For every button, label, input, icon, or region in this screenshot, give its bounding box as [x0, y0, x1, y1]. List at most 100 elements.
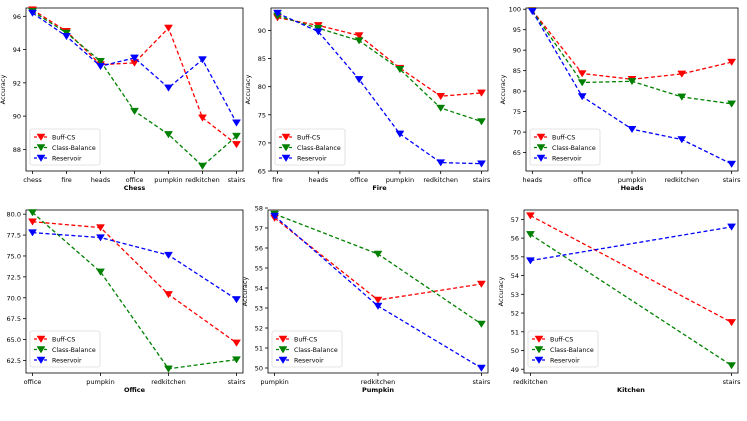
- subplot-title: Fire: [372, 184, 387, 192]
- legend-entry: Buff-CS: [550, 336, 573, 343]
- data-point: [627, 125, 637, 134]
- data-point: [232, 132, 241, 140]
- data-point: [164, 131, 173, 139]
- y-tick-label: 53: [255, 305, 263, 313]
- y-tick-label: 65.0: [7, 336, 21, 344]
- y-tick-label: 56: [255, 245, 263, 253]
- data-point: [727, 58, 737, 66]
- data-point: [727, 100, 737, 108]
- series-line-class-balance: [530, 233, 732, 367]
- y-tick-label: 54: [511, 272, 519, 280]
- data-point: [232, 356, 241, 364]
- data-point: [130, 107, 139, 115]
- y-tick-label: 70: [258, 139, 266, 147]
- x-tick-label: pumpkin: [86, 378, 114, 386]
- x-tick-label: stairs: [473, 378, 491, 386]
- series-line-class-balance: [32, 212, 237, 370]
- subplot-title: Chess: [124, 184, 146, 192]
- y-tick-label: 65: [513, 149, 521, 157]
- y-tick-label: 75: [258, 111, 266, 119]
- x-tick-label: redkitchen: [185, 176, 220, 184]
- legend-entry: Class-Balance: [52, 347, 96, 354]
- x-tick-label: redkitchen: [513, 378, 548, 386]
- x-tick-label: heads: [308, 176, 328, 184]
- legend-entry: Class-Balance: [52, 145, 96, 152]
- data-point: [198, 56, 207, 64]
- data-point: [28, 9, 37, 17]
- legend-entry: Reservoir: [550, 357, 580, 364]
- y-tick-label: 96: [13, 13, 21, 21]
- subplot-pumpkin: 50 51 52 53 54 55 56 57 58 pumpkin redkitchen stair…: [241, 205, 491, 395]
- y-tick-label: 56: [511, 235, 519, 243]
- legend-marker: [278, 346, 288, 354]
- data-point: [130, 54, 139, 62]
- y-tick-label: 51: [255, 345, 263, 353]
- data-point: [477, 89, 486, 97]
- data-point: [232, 119, 241, 127]
- data-point: [577, 70, 587, 78]
- y-tick-label: 53: [511, 291, 519, 299]
- y-tick-label: 75: [513, 108, 521, 116]
- data-point: [727, 319, 737, 327]
- x-tick-label: pumpkin: [618, 176, 646, 184]
- data-point: [96, 62, 105, 71]
- y-axis-label: Accuracy: [241, 277, 249, 307]
- series-line-buff-cs: [32, 221, 237, 344]
- legend-marker: [278, 335, 288, 343]
- subplot-title: Heads: [621, 184, 644, 192]
- series-line-buff-cs: [530, 215, 732, 323]
- data-point: [677, 70, 687, 78]
- data-point: [373, 302, 383, 310]
- legend-entry: Reservoir: [297, 155, 327, 162]
- data-point: [28, 209, 37, 217]
- axes-frame: [25, 209, 244, 374]
- axes-frame: [523, 209, 739, 374]
- legend: Buff-CS Class-Balance Reservoir: [274, 128, 346, 166]
- legend-entry: Class-Balance: [550, 347, 594, 354]
- subplot-chess: 88 90 92 94 96 chess fire heads office pumpkin red…: [0, 6, 246, 192]
- legend-marker: [536, 144, 546, 152]
- x-tick-label: redkitchen: [423, 176, 458, 184]
- data-point: [96, 57, 105, 66]
- legend-marker: [36, 346, 46, 354]
- x-tick-label: pumpkin: [386, 176, 414, 184]
- legend-marker: [534, 356, 544, 364]
- legend-box: [274, 128, 346, 166]
- data-point: [727, 362, 737, 370]
- y-tick-label: 57: [511, 216, 519, 224]
- y-tick-label: 50: [511, 347, 519, 355]
- x-tick-label: redkitchen: [665, 176, 700, 184]
- y-tick-label: 55: [255, 265, 263, 273]
- axes-frame: [270, 7, 489, 172]
- y-tick-label: 50: [255, 365, 263, 373]
- x-tick-label: office: [126, 176, 144, 184]
- x-tick-label: redkitchen: [151, 378, 186, 386]
- y-tick-label: 72.5: [7, 273, 21, 281]
- data-point: [313, 28, 323, 36]
- legend-entry: Reservoir: [552, 155, 582, 162]
- x-tick-label: redkitchen: [361, 378, 396, 386]
- legend-marker: [36, 144, 46, 152]
- y-tick-label: 88: [13, 146, 21, 154]
- x-tick-label: chess: [23, 176, 42, 184]
- y-axis-label: Accuracy: [244, 75, 252, 105]
- subplot-title: Pumpkin: [362, 386, 394, 394]
- y-tick-label: 58: [255, 205, 263, 213]
- data-point: [164, 291, 173, 299]
- data-point: [273, 9, 282, 17]
- y-tick-label: 62.5: [7, 357, 21, 365]
- y-tick-label: 52: [511, 310, 519, 318]
- legend-entry: Class-Balance: [294, 347, 338, 354]
- x-tick-label: pumpkin: [154, 176, 182, 184]
- series-line-buff-cs: [274, 217, 482, 301]
- legend-marker: [536, 133, 546, 141]
- y-tick-label: 92: [13, 79, 21, 87]
- y-tick-label: 85: [513, 67, 521, 75]
- y-axis-label: Accuracy: [499, 75, 507, 105]
- legend-box: [527, 330, 599, 368]
- data-point: [164, 24, 173, 32]
- x-tick-label: office: [24, 378, 42, 386]
- data-point: [232, 339, 241, 347]
- legend-entry: Buff-CS: [52, 336, 75, 343]
- subplot-title: Office: [124, 386, 146, 394]
